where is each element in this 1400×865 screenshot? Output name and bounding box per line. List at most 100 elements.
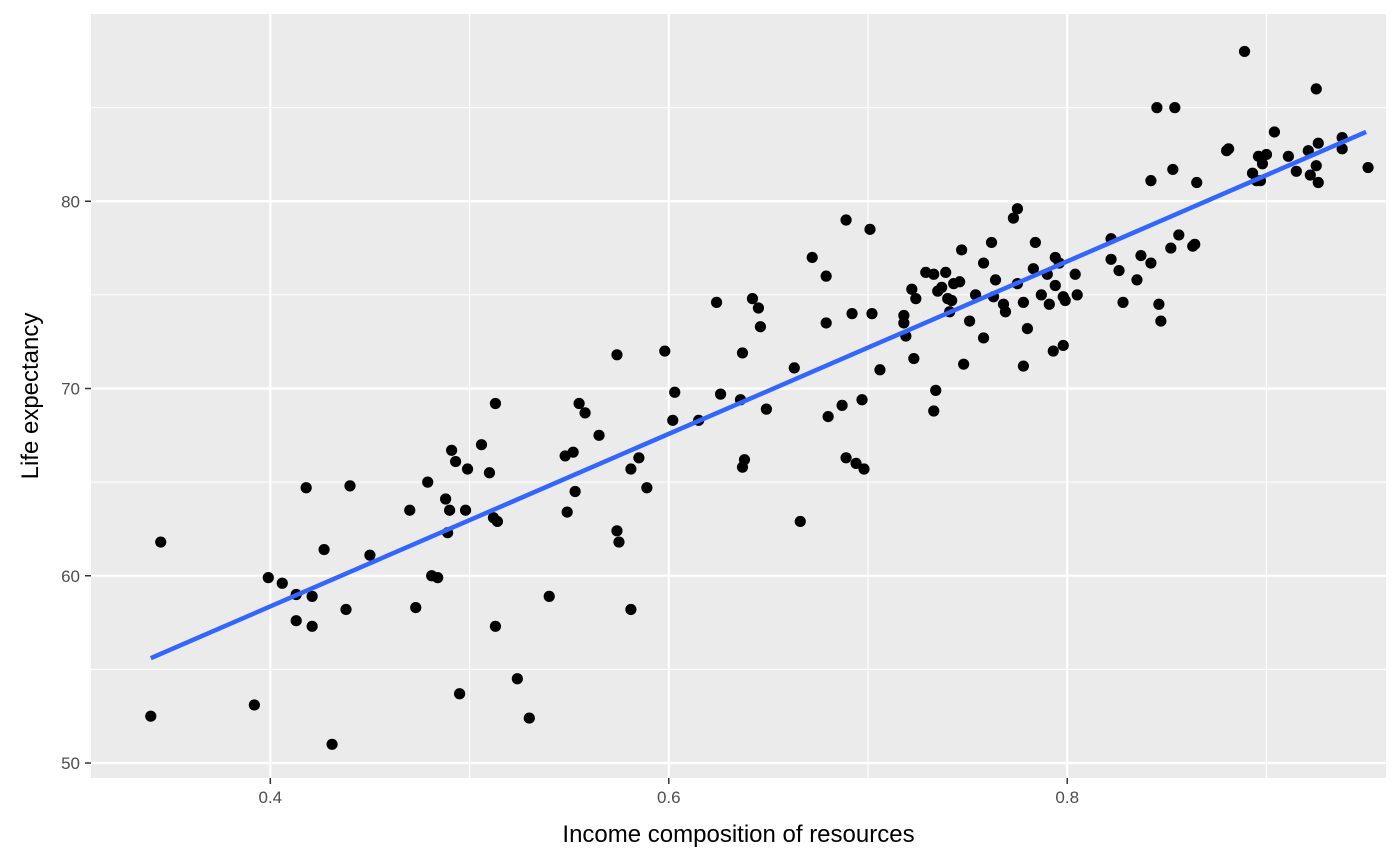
data-point (461, 463, 474, 475)
data-point (864, 223, 876, 235)
data-point (840, 452, 852, 464)
data-point (928, 405, 940, 417)
data-point (754, 321, 767, 333)
data-point (340, 603, 352, 616)
data-point (276, 577, 288, 589)
data-point (1362, 161, 1374, 174)
data-point (593, 429, 605, 441)
data-point (1191, 176, 1203, 189)
trend-line-group (149, 129, 1367, 661)
data-point (820, 270, 832, 282)
data-point (483, 467, 496, 479)
data-point (928, 268, 940, 280)
data-point (908, 352, 920, 365)
data-point (573, 397, 585, 410)
data-point (611, 349, 623, 361)
data-point (1059, 294, 1071, 307)
data-point (404, 504, 416, 516)
data-point (954, 276, 966, 288)
y-axis-title: Life expectancy (17, 313, 44, 480)
data-point (1035, 289, 1047, 301)
y-tick-label: 50 (61, 754, 80, 773)
data-point (1131, 274, 1143, 286)
data-point (491, 515, 504, 528)
data-point (248, 699, 260, 711)
data-point (956, 244, 968, 256)
data-point (1189, 238, 1201, 250)
data-point (989, 274, 1002, 286)
data-point (964, 315, 976, 327)
data-point (1071, 289, 1083, 301)
trend-line (149, 129, 1367, 661)
data-point (440, 493, 452, 505)
data-point (977, 332, 990, 344)
data-point (1043, 298, 1055, 310)
data-point (1310, 160, 1322, 172)
data-point (850, 457, 862, 470)
data-point (1312, 176, 1324, 189)
data-point (1282, 150, 1294, 162)
data-point (422, 476, 434, 488)
data-point (364, 549, 376, 561)
data-point (344, 480, 356, 492)
data-point (667, 414, 679, 426)
data-point (1312, 137, 1324, 149)
data-point (625, 603, 637, 616)
data-point (1105, 253, 1117, 265)
data-point (543, 590, 555, 602)
y-axis: 50 60 70 80 (61, 192, 91, 773)
data-point (561, 506, 573, 518)
data-point (836, 399, 848, 411)
data-point (985, 236, 998, 249)
data-point (840, 214, 852, 226)
data-point (1145, 175, 1157, 187)
data-point (794, 515, 806, 528)
y-tick-label: 70 (61, 380, 80, 399)
data-point (1017, 296, 1029, 308)
data-point (977, 257, 990, 269)
data-point (145, 710, 157, 722)
data-point (475, 439, 488, 451)
data-point (511, 673, 523, 685)
data-point (1011, 203, 1024, 215)
x-tick-label: 0.4 (258, 788, 282, 807)
data-point (940, 266, 952, 279)
data-point (898, 317, 910, 329)
data-point (752, 302, 765, 314)
data-point (262, 572, 274, 584)
data-point (958, 358, 970, 370)
data-point (714, 388, 727, 400)
data-point (1057, 339, 1069, 352)
data-point (1113, 264, 1125, 277)
data-point (866, 308, 878, 320)
data-point (1173, 229, 1185, 241)
data-point (1017, 360, 1029, 372)
data-point (410, 601, 422, 614)
data-point (1151, 102, 1163, 114)
data-point (569, 485, 581, 498)
data-point (1135, 249, 1147, 262)
data-point (641, 482, 653, 494)
data-point (846, 308, 858, 320)
data-point (930, 384, 942, 396)
data-point (567, 446, 579, 458)
data-point (1290, 165, 1302, 177)
data-point (858, 463, 870, 475)
data-point (1117, 296, 1129, 308)
data-point (1223, 143, 1235, 155)
x-axis: 0.4 0.6 0.8 (258, 778, 1079, 807)
data-point (326, 738, 338, 750)
data-point (489, 620, 502, 632)
data-point (946, 294, 958, 307)
data-point (659, 345, 671, 357)
data-point (625, 463, 637, 475)
data-point (290, 615, 302, 627)
data-points (145, 45, 1374, 750)
y-tick-label: 60 (61, 567, 80, 586)
data-point (999, 306, 1012, 318)
data-point (1336, 143, 1348, 155)
data-point (710, 296, 723, 308)
data-point (1069, 268, 1081, 280)
data-point (453, 688, 466, 700)
